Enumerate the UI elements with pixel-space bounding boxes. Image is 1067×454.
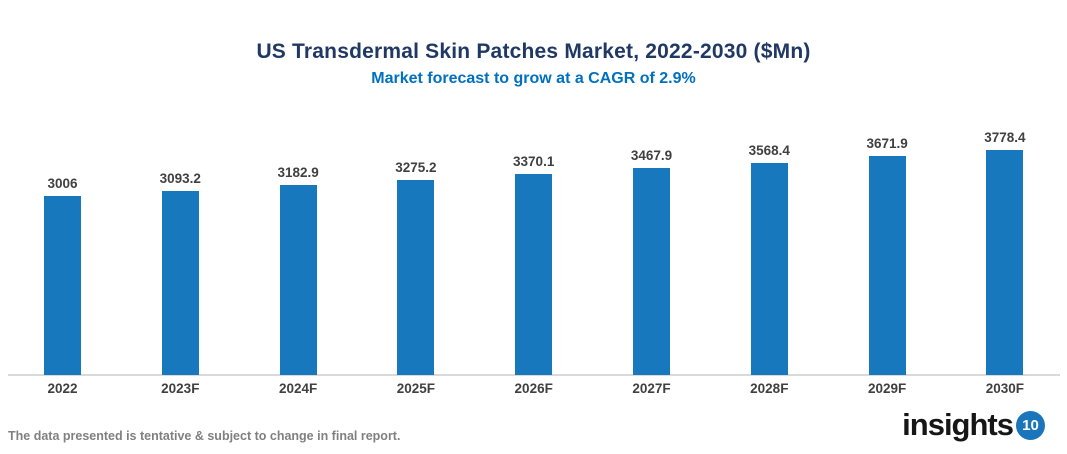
bar-value-label: 3778.4	[984, 130, 1026, 145]
logo-wordmark: insights	[902, 406, 1014, 442]
bar-value-label: 3467.9	[630, 148, 673, 164]
bar-value-label: 3093.2	[159, 170, 201, 186]
bar-value-label: 3370.1	[513, 154, 555, 170]
bar-2023F	[161, 190, 199, 375]
bar-2025F	[397, 179, 435, 375]
chart-subtitle: Market forecast to grow at a CAGR of 2.9…	[371, 70, 696, 87]
x-axis-line	[8, 374, 1060, 376]
x-axis-label: 2022	[47, 381, 78, 396]
chart-title: US Transdermal Skin Patches Market, 2022…	[256, 40, 811, 63]
bar-2022	[44, 195, 81, 375]
x-axis-label: 2029F	[867, 381, 907, 396]
bar-2030F	[986, 150, 1024, 375]
bar-2026F	[515, 174, 553, 375]
bar-2024F	[279, 185, 317, 375]
bar-value-label: 3275.2	[395, 159, 437, 175]
bar-2028F	[750, 162, 788, 375]
insights10-logo: insights 10	[902, 406, 1045, 442]
bar-value-label: 3182.9	[277, 165, 319, 181]
bar-2027F	[633, 168, 670, 375]
x-axis-label: 2023F	[161, 381, 200, 396]
x-axis-label: 2027F	[632, 381, 671, 396]
x-axis-label: 2024F	[278, 381, 318, 396]
bar-value-label: 3671.9	[866, 136, 908, 152]
footer-disclaimer: The data presented is tentative & subjec…	[8, 429, 401, 443]
x-axis-label: 2026F	[514, 381, 553, 396]
bar-2029F	[868, 156, 906, 375]
bar-value-label: 3006	[47, 175, 78, 191]
x-axis-label: 2028F	[750, 381, 789, 396]
logo-badge-10: 10	[1016, 410, 1045, 440]
bar-value-label: 3568.4	[748, 142, 790, 158]
x-axis-label: 2025F	[396, 381, 436, 396]
x-axis-label: 2030F	[985, 381, 1025, 396]
